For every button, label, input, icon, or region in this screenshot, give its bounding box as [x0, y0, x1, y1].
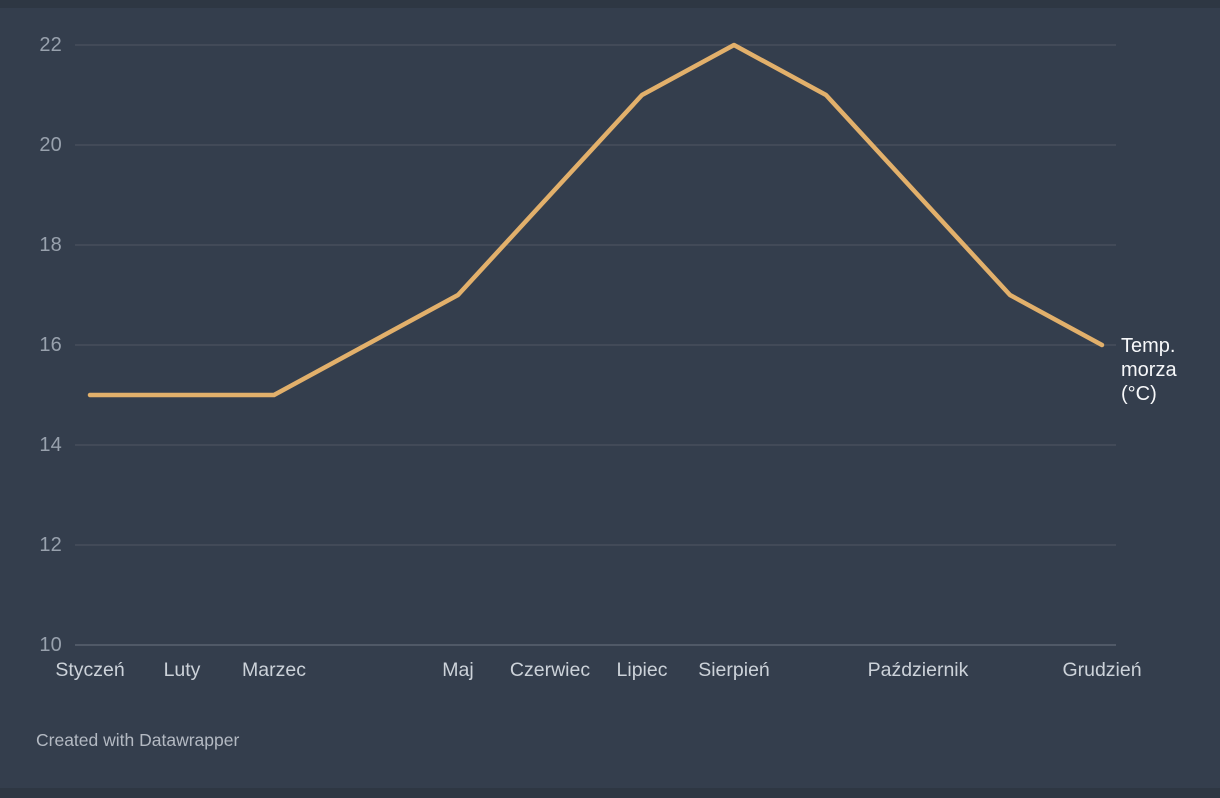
x-axis-tick-label-3: Marzec: [242, 659, 306, 681]
x-axis-tick-label-8: Sierpień: [698, 659, 770, 681]
chart-background: [0, 8, 1220, 788]
y-axis-tick-label-16: 16: [39, 334, 62, 356]
gridlines-group: [75, 44, 1116, 646]
datawrapper-credit-link[interactable]: Created with Datawrapper: [36, 730, 240, 750]
x-axis-tick-label-1: Styczeń: [55, 659, 125, 681]
x-axis-tick-label-7: Lipiec: [616, 659, 668, 681]
y-axis-tick-label-22: 22: [39, 34, 62, 56]
series-label-line-3: (°C): [1121, 383, 1157, 405]
y-axis-tick-label-14: 14: [39, 434, 62, 456]
y-axis-tick-label-10: 10: [39, 634, 62, 656]
series-label-line-1: Temp.: [1121, 335, 1176, 357]
y-axis-tick-label-18: 18: [39, 234, 62, 256]
x-axis-tick-label-6: Czerwiec: [509, 659, 591, 681]
y-axis-tick-label-12: 12: [39, 534, 62, 556]
y-axis-tick-label-20: 20: [39, 134, 62, 156]
x-axis-tick-label-10: Październik: [867, 659, 969, 681]
x-axis-tick-label-5: Maj: [442, 659, 474, 681]
x-axis-tick-label-2: Luty: [163, 659, 201, 681]
series-label-line-2: morza: [1121, 359, 1177, 381]
series-label: Temp. morza (°C): [1121, 334, 1177, 406]
temperature-series-line: [87, 42, 1105, 398]
x-axis-tick-label-12: Grudzień: [1062, 659, 1142, 681]
